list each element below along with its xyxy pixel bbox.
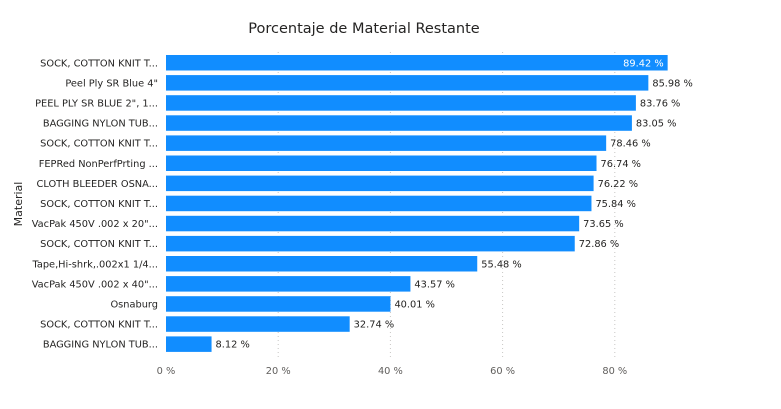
- data-label: 76.74 %: [601, 159, 641, 170]
- category-label: Tape,Hi-shrk,.002x1 1/4...: [31, 259, 158, 270]
- data-labels: 89.42 % 85.98 % 83.76 % 83.05 % 78.46 % 76.74…: [216, 58, 693, 350]
- category-label: VacPak 450V .002 x 20"...: [32, 219, 158, 230]
- bar[interactable]: [166, 276, 411, 292]
- x-tick-label: 60 %: [490, 366, 515, 377]
- bar[interactable]: [166, 256, 478, 272]
- category-label: SOCK, COTTON KNIT T...: [40, 239, 158, 250]
- data-label: 75.84 %: [595, 199, 635, 210]
- data-label: 76.22 %: [598, 179, 638, 190]
- category-label: SOCK, COTTON KNIT T...: [40, 139, 158, 150]
- bar[interactable]: [166, 55, 668, 71]
- data-label: 72.86 %: [579, 239, 619, 250]
- category-label: VacPak 450V .002 x 40"...: [32, 279, 158, 290]
- data-label: 78.46 %: [610, 139, 650, 150]
- data-label: 73.65 %: [583, 219, 623, 230]
- bars: [166, 55, 668, 352]
- x-tick-label: 0 %: [157, 366, 176, 377]
- bar[interactable]: [166, 135, 607, 151]
- data-label: 8.12 %: [216, 340, 250, 351]
- chart-title: Porcentaje de Material Restante: [248, 21, 480, 37]
- category-labels: SOCK, COTTON KNIT T... Peel Ply SR Blue 4…: [31, 58, 158, 350]
- x-axis-ticks: 0 % 20 % 40 % 60 % 80 %: [157, 366, 628, 377]
- data-label: 32.74 %: [354, 320, 394, 331]
- category-label: Osnaburg: [110, 299, 158, 310]
- category-label: BAGGING NYLON TUB...: [43, 340, 158, 351]
- category-label: Peel Ply SR Blue 4": [65, 78, 158, 89]
- x-tick-label: 40 %: [378, 366, 403, 377]
- bar[interactable]: [166, 155, 597, 172]
- y-axis-title: Material: [12, 182, 25, 227]
- data-label: 40.01 %: [394, 299, 434, 310]
- data-label: 83.76 %: [640, 98, 680, 109]
- category-label: SOCK, COTTON KNIT T...: [40, 199, 158, 210]
- category-label: FEPRed NonPerfPrting ...: [39, 159, 158, 170]
- bar[interactable]: [166, 75, 649, 91]
- bar[interactable]: [166, 115, 632, 131]
- category-label: CLOTH BLEEDER OSNA...: [37, 179, 158, 190]
- data-label: 85.98 %: [652, 78, 692, 89]
- bar[interactable]: [166, 296, 391, 312]
- category-label: SOCK, COTTON KNIT T...: [40, 58, 158, 69]
- category-label: SOCK, COTTON KNIT T...: [40, 320, 158, 331]
- data-label: 89.42 %: [623, 58, 663, 69]
- bar[interactable]: [166, 95, 636, 111]
- bar[interactable]: [166, 195, 592, 212]
- bar[interactable]: [166, 316, 350, 332]
- data-label: 83.05 %: [636, 119, 676, 130]
- bar[interactable]: [166, 235, 575, 252]
- data-label: 43.57 %: [414, 279, 454, 290]
- x-tick-label: 80 %: [602, 366, 627, 377]
- bar[interactable]: [166, 175, 594, 192]
- x-tick-label: 20 %: [266, 366, 291, 377]
- bar[interactable]: [166, 215, 580, 232]
- category-label: PEEL PLY SR BLUE 2", 1...: [35, 98, 158, 109]
- data-label: 55.48 %: [481, 259, 521, 270]
- category-label: BAGGING NYLON TUB...: [43, 119, 158, 130]
- bar[interactable]: [166, 336, 212, 352]
